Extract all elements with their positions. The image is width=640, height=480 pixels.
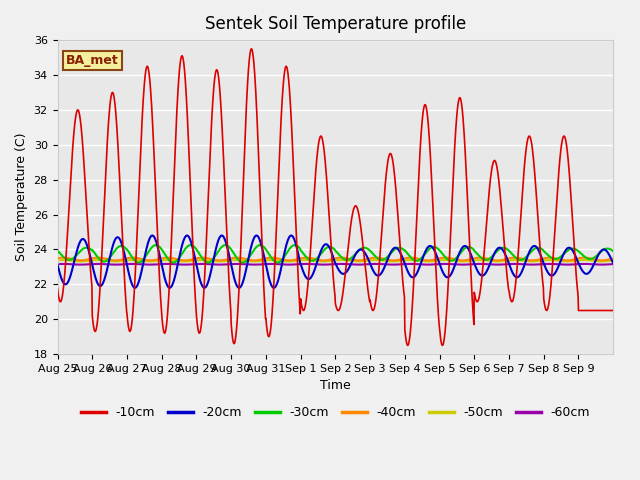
-60cm xyxy=(548,261,556,267)
-20cm xyxy=(54,262,61,267)
-30cm xyxy=(467,244,474,250)
-20cm xyxy=(311,266,319,272)
-60cm xyxy=(311,261,319,267)
-50cm xyxy=(54,258,61,264)
-30cm xyxy=(311,257,319,263)
-30cm xyxy=(321,246,329,252)
-60cm xyxy=(141,262,149,267)
-40cm xyxy=(311,256,319,262)
-60cm xyxy=(467,262,474,267)
-50cm xyxy=(77,259,84,264)
-60cm xyxy=(77,262,84,267)
-20cm xyxy=(321,241,329,247)
-50cm xyxy=(60,257,67,263)
-20cm xyxy=(602,248,610,253)
-50cm xyxy=(548,257,556,263)
-10cm xyxy=(141,81,148,87)
Y-axis label: Soil Temperature (C): Soil Temperature (C) xyxy=(15,133,28,261)
-50cm xyxy=(602,258,610,264)
-10cm xyxy=(609,308,617,313)
-40cm xyxy=(141,257,149,263)
-50cm xyxy=(311,258,319,264)
-10cm xyxy=(602,308,610,313)
-40cm xyxy=(467,256,474,262)
Line: -20cm: -20cm xyxy=(58,236,613,288)
-40cm xyxy=(54,255,61,261)
-30cm xyxy=(54,248,61,253)
-60cm xyxy=(602,262,610,267)
Line: -10cm: -10cm xyxy=(58,49,613,346)
-20cm xyxy=(609,260,617,265)
-30cm xyxy=(152,242,160,248)
-10cm xyxy=(404,343,412,348)
-10cm xyxy=(310,187,318,193)
Title: Sentek Soil Temperature profile: Sentek Soil Temperature profile xyxy=(205,15,466,33)
-30cm xyxy=(135,260,143,265)
-10cm xyxy=(548,269,556,275)
Line: -30cm: -30cm xyxy=(58,245,613,263)
-30cm xyxy=(548,255,556,261)
-50cm xyxy=(609,258,617,264)
-50cm xyxy=(141,258,149,264)
-10cm xyxy=(54,286,61,292)
-30cm xyxy=(609,248,617,254)
Legend: -10cm, -20cm, -30cm, -40cm, -50cm, -60cm: -10cm, -20cm, -30cm, -40cm, -50cm, -60cm xyxy=(76,401,595,424)
-10cm xyxy=(248,46,255,52)
-60cm xyxy=(60,261,67,267)
-10cm xyxy=(467,266,474,272)
-60cm xyxy=(54,261,61,267)
-30cm xyxy=(602,246,610,252)
X-axis label: Time: Time xyxy=(320,379,351,392)
-20cm xyxy=(131,285,139,291)
-40cm xyxy=(60,255,67,261)
-40cm xyxy=(602,257,610,263)
-60cm xyxy=(609,261,617,267)
-40cm xyxy=(321,257,329,263)
-40cm xyxy=(548,255,556,261)
-20cm xyxy=(548,273,556,278)
-50cm xyxy=(321,259,329,264)
Line: -50cm: -50cm xyxy=(58,260,613,262)
-50cm xyxy=(467,258,474,264)
-40cm xyxy=(77,258,84,264)
-40cm xyxy=(609,255,617,261)
-60cm xyxy=(321,262,329,267)
Line: -40cm: -40cm xyxy=(58,258,613,261)
-10cm xyxy=(321,155,329,161)
-20cm xyxy=(148,233,156,239)
-20cm xyxy=(141,253,148,259)
Text: BA_met: BA_met xyxy=(66,54,118,67)
-30cm xyxy=(141,255,148,261)
-20cm xyxy=(467,251,474,257)
